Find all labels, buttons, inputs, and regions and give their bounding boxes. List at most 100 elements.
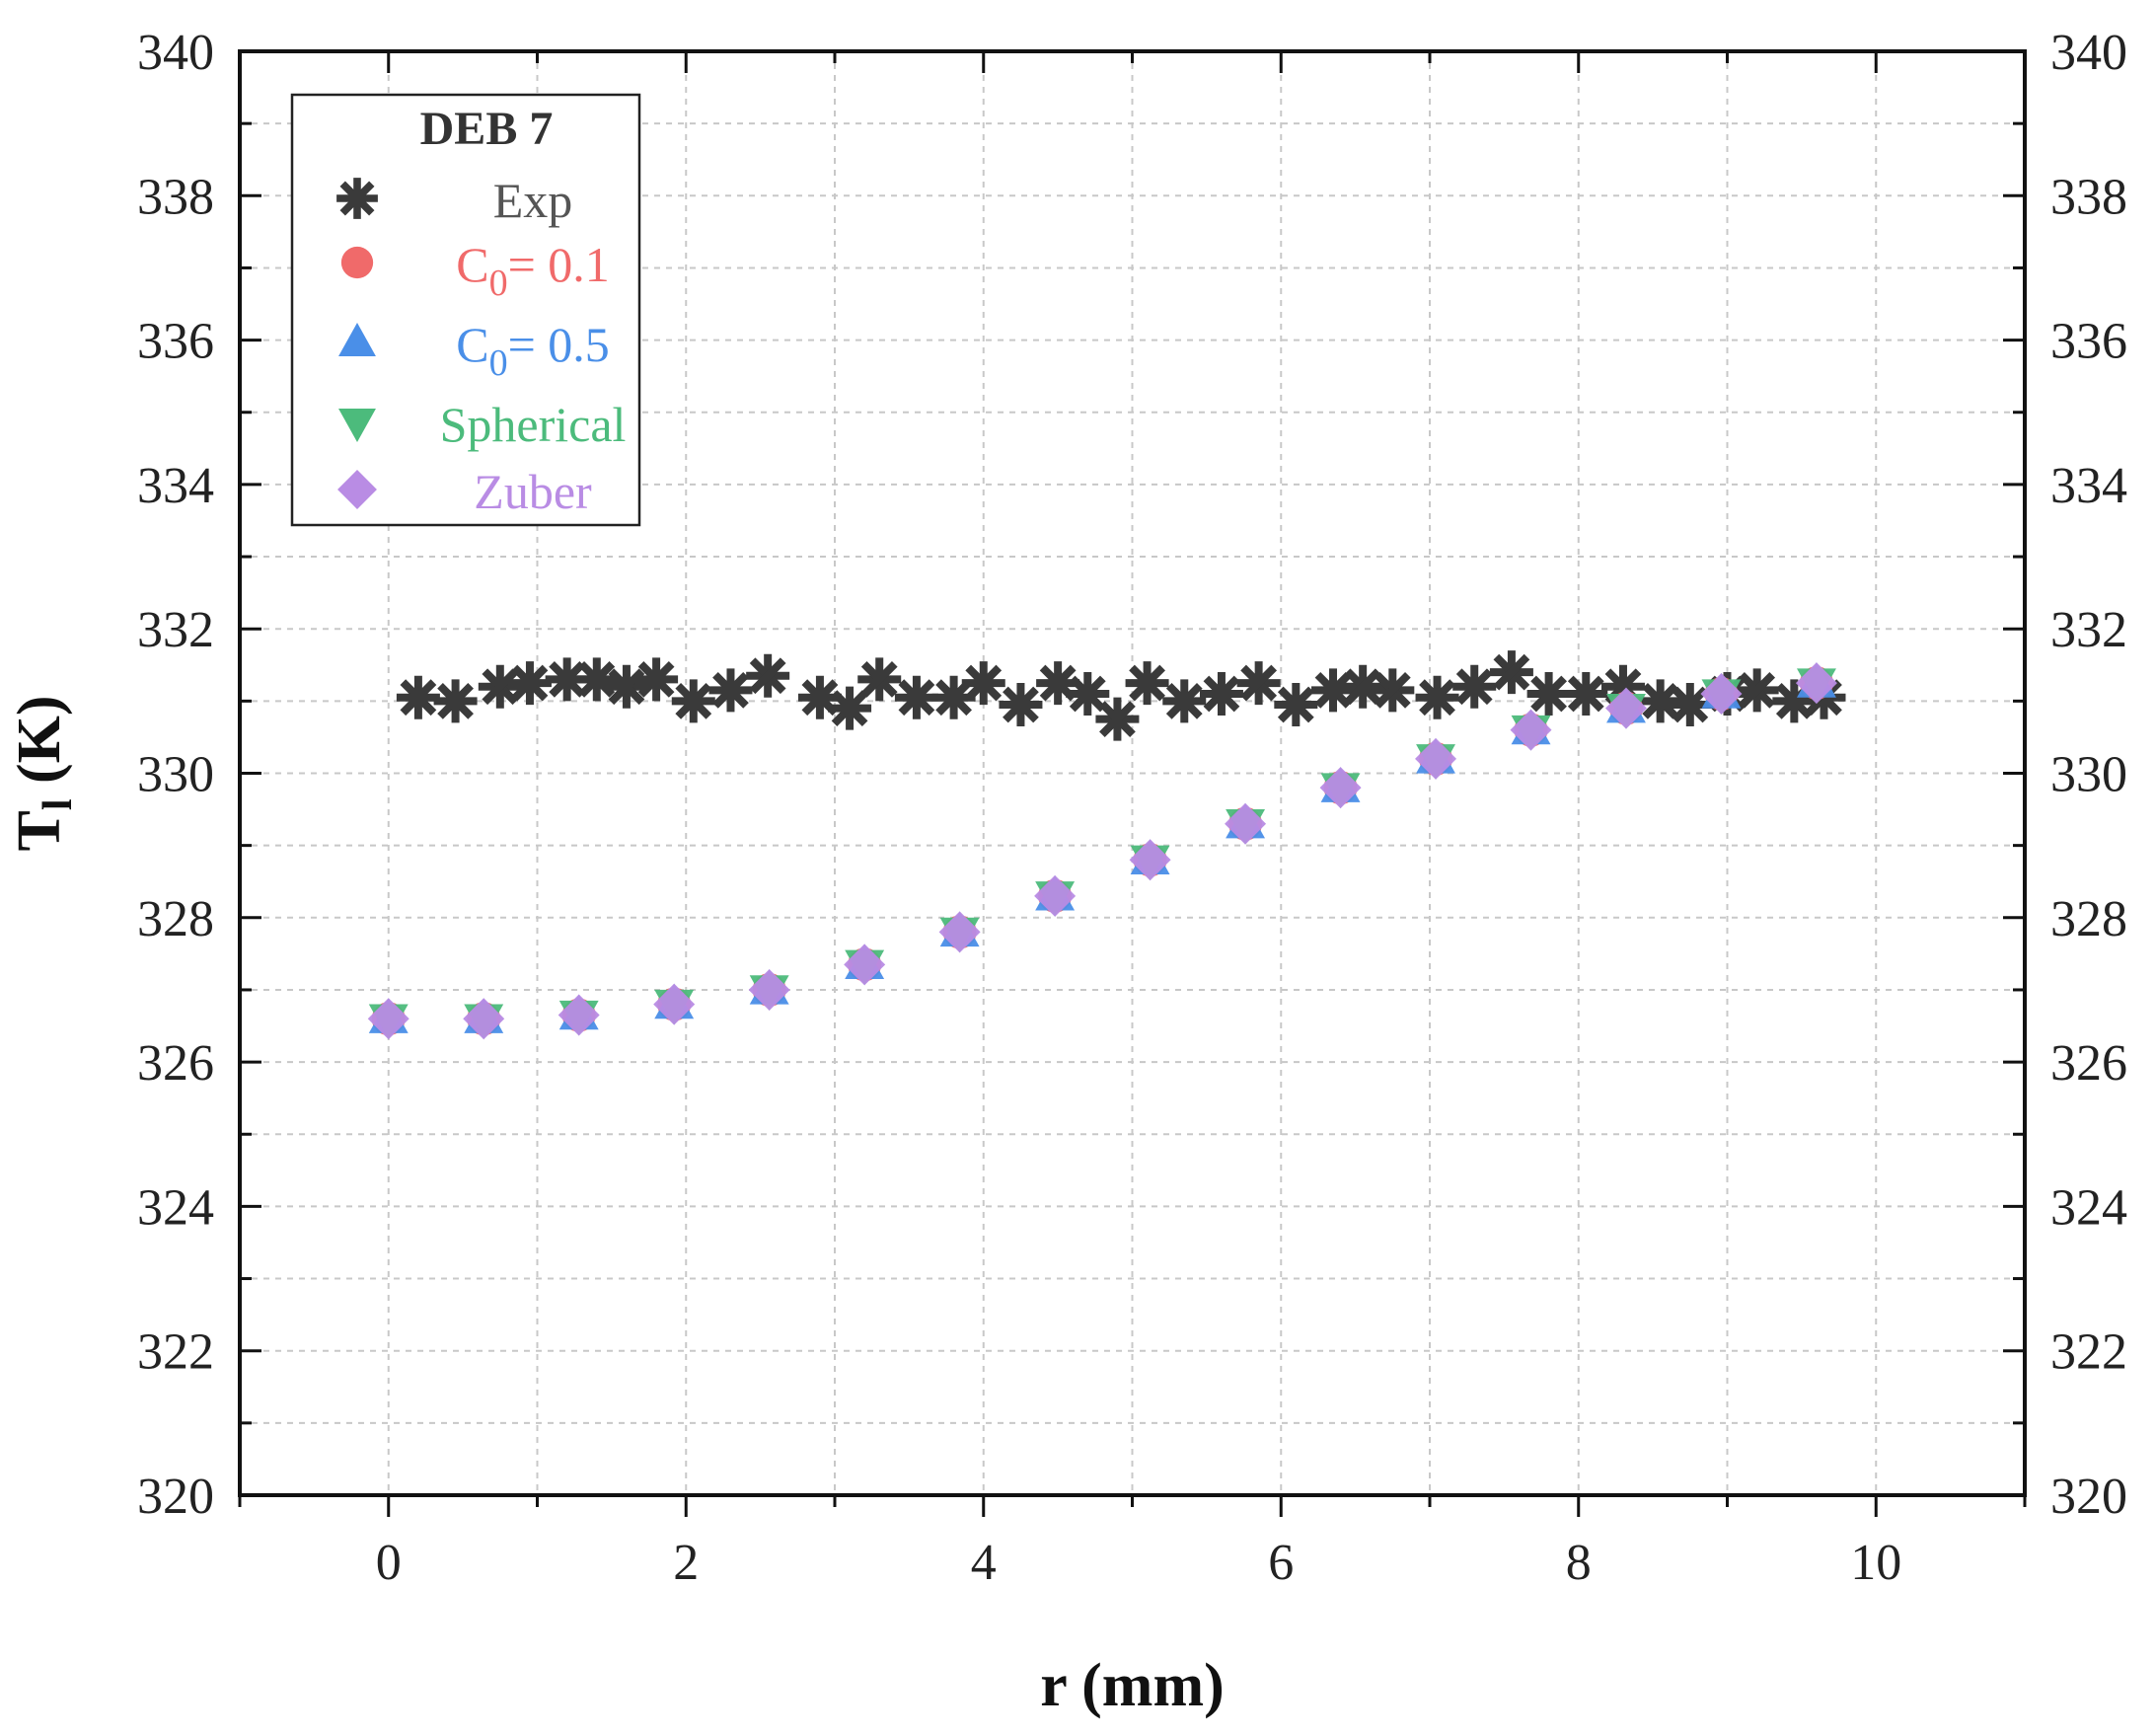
- data-point: [604, 664, 648, 709]
- legend-entry: Spherical: [338, 397, 626, 452]
- y-axis-title-unit: (K): [6, 695, 73, 798]
- data-point: [396, 675, 440, 719]
- data-point: [748, 968, 790, 1011]
- data-point: [1735, 668, 1779, 713]
- y-tick-label-left: 324: [137, 1179, 214, 1236]
- y-tick-label-right: 320: [2050, 1469, 2127, 1525]
- data-point: [1564, 672, 1608, 717]
- y-axis-title-main: T: [6, 810, 73, 851]
- data-point: [857, 657, 902, 702]
- data-point: [1125, 661, 1169, 706]
- x-tick-label: 4: [971, 1535, 997, 1591]
- y-tick-label-left: 338: [137, 169, 214, 225]
- data-point: [746, 653, 790, 698]
- legend-label-subscript: 0: [489, 342, 508, 384]
- legend-marker: [337, 470, 377, 509]
- legend-entry: Zuber: [337, 464, 592, 519]
- y-tick-label-left: 340: [137, 25, 214, 81]
- data-point: [545, 657, 589, 702]
- legend-label-main: C: [456, 317, 488, 372]
- data-point: [1199, 672, 1243, 717]
- data-point: [961, 661, 1005, 706]
- y-tick-label-left: 330: [137, 747, 214, 803]
- data-point: [1274, 683, 1318, 727]
- x-tick-label: 0: [376, 1535, 402, 1591]
- x-tick-label: 8: [1566, 1535, 1592, 1591]
- data-point: [463, 998, 505, 1040]
- y-tick-label-right: 322: [2050, 1324, 2127, 1381]
- data-point: [634, 657, 679, 702]
- legend-label-rest: = 0.1: [508, 237, 610, 292]
- legend-title: DEB 7: [420, 103, 554, 155]
- y-tick-label-left: 326: [137, 1035, 214, 1092]
- data-point: [1526, 672, 1571, 717]
- y-tick-label-right: 330: [2050, 747, 2127, 803]
- data-point: [1319, 767, 1362, 809]
- y-tick-label-right: 328: [2050, 891, 2127, 947]
- data-point: [1795, 662, 1837, 705]
- y-tick-label-right: 332: [2050, 602, 2127, 658]
- x-tick-label: 6: [1268, 1535, 1294, 1591]
- legend-entry: C0= 0.1: [340, 237, 610, 304]
- y-tick-label-right: 334: [2050, 458, 2127, 514]
- x-tick-label: 2: [673, 1535, 699, 1591]
- legend-entry: C0= 0.5: [338, 317, 610, 384]
- plot-frame: [238, 49, 2027, 1497]
- legend-label-main: Zuber: [474, 464, 592, 519]
- x-axis-title: r (mm): [1040, 1652, 1224, 1719]
- data-point: [1604, 687, 1647, 729]
- legend-marker: [340, 246, 374, 279]
- data-point: [1489, 650, 1533, 695]
- data-point: [1162, 679, 1207, 723]
- data-point: [1415, 675, 1459, 719]
- legend-label: Zuber: [474, 464, 592, 519]
- data-point: [828, 686, 872, 730]
- y-tick-label-right: 338: [2050, 169, 2127, 225]
- data-point: [938, 911, 981, 953]
- data-point: [708, 668, 753, 713]
- series-exp: [396, 650, 1846, 741]
- legend-label: Exp: [493, 173, 573, 228]
- legend-label-rest: = 0.5: [508, 317, 610, 372]
- data-point: [1452, 664, 1497, 709]
- tick-layer: 0 2 4 6 8 10 320 320 322 322 324 324 326 326 328 328 330…: [137, 25, 2127, 1591]
- data-point: [367, 998, 409, 1040]
- y-axis-title-subscript: l: [36, 799, 81, 811]
- legend-label: C0= 0.1: [456, 237, 610, 304]
- data-point: [1034, 874, 1077, 917]
- x-tick-label: 10: [1850, 1535, 1901, 1591]
- legend-label: C0= 0.5: [456, 317, 610, 384]
- legend-marker: [336, 178, 378, 219]
- data-point: [1700, 673, 1743, 716]
- y-tick-label-left: 336: [137, 314, 214, 370]
- data-point: [433, 679, 478, 723]
- series-spherical: [368, 668, 1836, 1040]
- data-point: [653, 983, 696, 1025]
- legend-label-main: Exp: [493, 173, 573, 228]
- data-point: [1236, 661, 1281, 706]
- legend-box: [290, 93, 641, 527]
- legend-label-main: Spherical: [440, 397, 627, 452]
- data-point: [1095, 697, 1140, 741]
- data-point: [1066, 672, 1110, 717]
- data-point: [999, 683, 1043, 727]
- data-point: [1225, 802, 1267, 845]
- y-tick-label-left: 328: [137, 891, 214, 947]
- legend-label-subscript: 0: [489, 263, 508, 304]
- legend-label: Spherical: [440, 397, 627, 452]
- data-point: [574, 657, 619, 702]
- data-point: [894, 675, 938, 719]
- legend-entry: Exp: [336, 173, 572, 228]
- data-point: [558, 994, 600, 1036]
- series-zuber: [367, 662, 1837, 1040]
- y-tick-label-right: 324: [2050, 1179, 2127, 1236]
- label-layer: r (mm) Tl (K): [6, 695, 1225, 1719]
- data-point: [1371, 668, 1415, 713]
- data-point: [1129, 839, 1171, 881]
- data-point: [1510, 709, 1552, 751]
- y-tick-label-left: 322: [137, 1324, 214, 1381]
